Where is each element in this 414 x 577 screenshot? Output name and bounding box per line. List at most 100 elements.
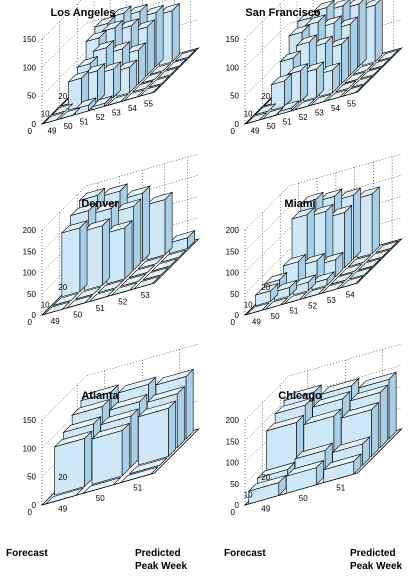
bar [348,262,364,268]
bar-side-face [171,2,180,63]
week-tick-label: 54 [346,291,355,300]
bar [134,283,153,290]
bar-side-face [84,430,93,488]
week-tick-label: 53 [141,291,150,300]
bar [246,119,260,124]
predicted-axis-label: Predicted [135,548,181,559]
chart-panel: 0 50 100 150 0 10 20 49 50 51 52 53 54 55 San Francisc… [226,0,403,136]
bar [271,80,285,111]
forecast-tick-label: 0 [28,127,33,136]
forecast-tick-label: 10 [244,300,253,309]
week-tick-label: 50 [96,494,105,503]
z-tick-label: 100 [23,444,37,453]
bar [139,92,153,97]
z-tick-label: 0 [235,311,240,320]
bar [358,265,374,271]
week-tick-label: 50 [73,310,82,319]
bar [344,79,358,84]
side-wall [42,0,86,124]
week-tick-label: 49 [48,127,57,136]
bar [378,56,392,62]
bar [44,308,63,315]
week-tick-label: 50 [299,494,308,503]
bar [89,296,108,302]
bar-side-face [168,400,176,458]
bar [353,70,367,75]
bar [45,495,76,505]
week-tick-label: 52 [118,298,127,307]
forecast-tick-label: 20 [261,283,270,292]
bar [351,83,365,88]
bar [97,287,117,294]
z-tick-label: 200 [23,226,37,235]
z-tick-label: 200 [226,416,240,425]
week-tick-label: 54 [331,104,340,113]
bar [175,56,189,62]
bar [148,83,162,88]
bar [160,256,179,263]
bar-side-face [341,36,349,85]
week-tick-label: 55 [347,99,356,108]
z-tick-label: 200 [226,226,240,235]
bar [339,270,355,276]
bar-side-face [146,19,155,76]
z-tick-label: 50 [230,480,239,489]
bar [129,272,148,278]
forecast-tick-label: 0 [28,508,33,517]
week-tick-label: 50 [267,122,276,131]
bar-side-face [142,185,150,262]
z-tick-label: 0 [32,501,37,510]
z-tick-label: 150 [226,247,240,256]
bar [246,309,262,315]
week-tick-label: 51 [80,118,89,127]
week-tick-label: 52 [299,113,308,122]
week-tick-label: 49 [251,127,260,136]
predicted-axis-label: Predicted [350,548,396,559]
bar-side-face [121,422,130,477]
week-tick-label: 50 [271,312,280,321]
forecast-tick-label: 10 [41,300,50,309]
week-tick-label: 49 [252,317,261,326]
bar [129,464,160,475]
forecast-tick-label: 0 [231,508,236,517]
z-tick-label: 150 [23,247,37,256]
bar [142,274,162,281]
bar [54,438,85,496]
bar-side-face [358,0,367,68]
z-tick-label: 0 [235,120,240,129]
bar-side-face [388,371,397,440]
bar [255,290,271,307]
bar [248,482,280,505]
bar [323,460,355,483]
bar-side-face [155,4,164,68]
bar-side-face [176,385,185,449]
chart-title: San Francisco [245,7,320,19]
week-tick-label: 51 [289,307,298,316]
bar [284,299,300,305]
bar [150,70,164,75]
forecast-tick-label: 20 [261,92,270,101]
forecast-tick-label: 0 [231,318,236,327]
forecast-tick-label: 20 [261,473,270,482]
bar [52,300,72,306]
z-tick-label: 100 [226,459,240,468]
z-tick-label: 150 [226,35,240,44]
chart-panel: 0 50 100 150 0 20 49 50 51 Atlanta [23,343,200,517]
predicted-axis-label-line2: Peak Week [135,561,188,572]
z-tick-label: 100 [226,63,240,72]
bar [123,96,137,101]
bar-side-face [374,0,383,63]
z-tick-label: 50 [27,290,36,299]
bar [75,293,94,300]
z-tick-label: 0 [32,120,37,129]
bar-side-face [79,219,88,293]
bar [157,74,171,79]
forecast-tick-label: 10 [244,490,253,499]
z-tick-label: 150 [23,35,37,44]
bar [120,280,139,287]
z-tick-label: 100 [23,63,37,72]
bar-side-face [185,368,194,440]
bar [360,74,374,79]
chart-title: Miami [284,198,315,210]
